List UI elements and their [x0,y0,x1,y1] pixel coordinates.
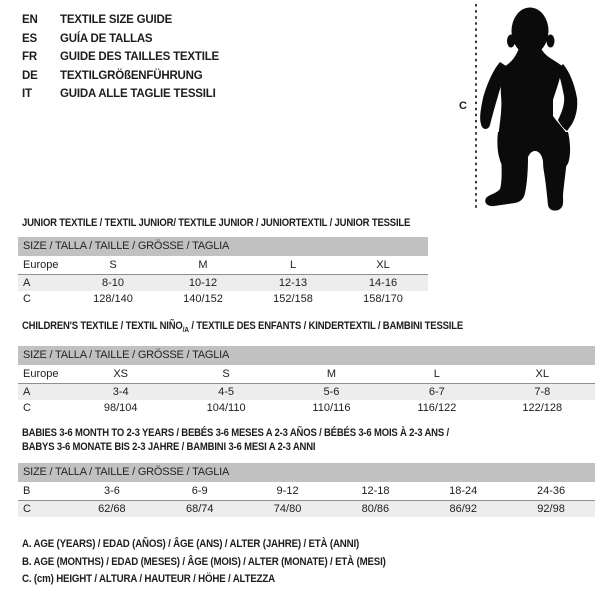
babies-title-line1: BABIES 3-6 MONTH TO 2-3 YEARS / BEBÉS 3-… [22,427,449,439]
table-header-row: SIZE / TALLA / TAILLE / GRÖSSE / TAGLIA [18,237,428,256]
row-label: A [18,383,68,400]
legend-line-b: B. AGE (MONTHS) / EDAD (MESES) / ÂGE (MO… [22,555,386,568]
size-cell: S [68,256,158,275]
value-cell: 12-13 [248,274,338,291]
lang-row-de: DE TEXTILGRÖßENFÜHRUNG [22,67,219,86]
value-cell: 104/110 [206,402,246,414]
children-size-table: SIZE / TALLA / TAILLE / GRÖSSE / TAGLIA … [18,346,595,416]
value-cell: 68/74 [155,500,244,517]
row-label: C [23,293,31,305]
value-cell: 80/86 [331,500,420,517]
size-header-bar: SIZE / TALLA / TAILLE / GRÖSSE / TAGLIA [18,346,595,365]
size-cell: S [173,365,279,384]
value-cell: 12-18 [331,482,420,501]
lang-code: FR [22,51,37,64]
height-row: C 62/68 68/74 74/80 80/86 86/92 92/98 [18,500,595,517]
value-cell: 3-4 [68,383,174,400]
children-title-part1: CHILDREN'S TEXTILE / TEXTIL NIÑO [22,320,183,332]
size-cell: M [278,365,385,384]
lang-code: EN [22,14,38,26]
value-cell: 8-10 [68,274,158,291]
babies-table-title: BABIES 3-6 MONTH TO 2-3 YEARS / BEBÉS 3-… [22,426,449,454]
lang-title: GUÍA DE TALLAS [60,32,153,45]
value-cell: 158/170 [363,293,403,305]
value-cell: 6-7 [384,383,490,400]
row-label: A [18,274,68,291]
value-cell: 24-36 [507,482,595,501]
legend-line-c: C. (cm) HEIGHT / ALTURA / HAUTEUR / HÖHE… [22,573,275,585]
height-measure-label: C [459,100,467,112]
lang-row-en: EN TEXTILE SIZE GUIDE [22,11,219,30]
value-cell: 4-5 [173,383,279,400]
lang-title: TEXTILE SIZE GUIDE [60,14,173,26]
region-sizes-row: Europe S M L XL [18,256,428,275]
lang-title: GUIDA ALLE TAGLIE TESSILI [60,88,216,101]
value-cell: 6-9 [155,482,244,501]
language-title-list: EN TEXTILE SIZE GUIDE ES GUÍA DE TALLAS … [22,11,219,104]
row-label: B [18,482,68,501]
height-row: C 98/104 104/110 110/116 116/122 122/128 [18,400,595,416]
value-cell: 74/80 [243,500,332,517]
height-row: C 128/140 140/152 152/158 158/170 [18,291,428,307]
measure-legend: A. AGE (YEARS) / EDAD (AÑOS) / ÂGE (ANS)… [22,536,386,589]
babies-size-table: SIZE / TALLA / TAILLE / GRÖSSE / TAGLIA … [18,463,595,517]
lang-row-it: IT GUIDA ALLE TAGLIE TESSILI [22,85,219,104]
age-row: A 3-4 4-5 5-6 6-7 7-8 [18,383,595,400]
value-cell: 9-12 [243,482,332,501]
region-sizes-row: Europe XS S M L XL [18,365,595,384]
lang-code: ES [22,32,37,45]
size-cell: L [384,365,490,384]
value-cell: 3-6 [68,482,156,501]
junior-size-table: SIZE / TALLA / TAILLE / GRÖSSE / TAGLIA … [18,237,428,307]
children-table-title: CHILDREN'S TEXTILE / TEXTIL NIÑO/A / TEX… [22,320,463,334]
lang-title: GUIDE DES TAILLES TEXTILE [60,51,219,64]
value-cell: 92/98 [507,500,595,517]
size-cell: XL [489,365,595,384]
value-cell: 18-24 [419,482,508,501]
baby-silhouette-icon [475,4,578,211]
value-cell: 62/68 [68,500,156,517]
size-cell: XS [68,365,174,384]
lang-row-fr: FR GUIDE DES TAILLES TEXTILE [22,48,219,67]
value-cell: 116/122 [417,402,457,414]
legend-line-a: A. AGE (YEARS) / EDAD (AÑOS) / ÂGE (ANS)… [22,538,360,550]
babies-title-line2: BABYS 3-6 MONATE BIS 2-3 JAHRE / BAMBINI… [22,441,316,453]
value-cell: 14-16 [338,274,428,291]
height-figure: C [452,0,600,215]
children-title-part2: / TEXTILE DES ENFANTS / KINDERTEXTIL / B… [188,320,464,332]
value-cell: 110/116 [312,402,351,414]
row-label: C [23,402,31,414]
size-header-bar: SIZE / TALLA / TAILLE / GRÖSSE / TAGLIA [18,237,428,256]
value-cell: 86/92 [419,500,508,517]
size-cell: M [158,256,248,275]
age-months-row: B 3-6 6-9 9-12 12-18 18-24 24-36 [18,482,595,501]
table-header-row: SIZE / TALLA / TAILLE / GRÖSSE / TAGLIA [18,346,595,365]
value-cell: 7-8 [489,383,595,400]
region-label: Europe [18,365,68,384]
value-cell: 122/128 [522,402,563,414]
region-label: Europe [18,256,68,275]
children-title-subscript: /A [182,325,189,335]
junior-table-title: JUNIOR TEXTILE / TEXTIL JUNIOR/ TEXTILE … [22,217,411,229]
lang-code: IT [22,88,32,101]
age-row: A 8-10 10-12 12-13 14-16 [18,274,428,291]
value-cell: 98/104 [103,402,138,414]
lang-row-es: ES GUÍA DE TALLAS [22,30,219,49]
value-cell: 152/158 [273,293,313,305]
row-label: C [18,500,68,517]
table-header-row: SIZE / TALLA / TAILLE / GRÖSSE / TAGLIA [18,463,595,482]
lang-code: DE [22,69,38,82]
value-cell: 10-12 [158,274,248,291]
lang-title: TEXTILGRÖßENFÜHRUNG [60,69,203,82]
value-cell: 128/140 [93,293,133,305]
size-header-bar: SIZE / TALLA / TAILLE / GRÖSSE / TAGLIA [18,463,595,482]
value-cell: 5-6 [278,383,385,400]
size-cell: L [248,256,338,275]
value-cell: 140/152 [183,293,223,305]
size-cell: XL [338,256,428,275]
